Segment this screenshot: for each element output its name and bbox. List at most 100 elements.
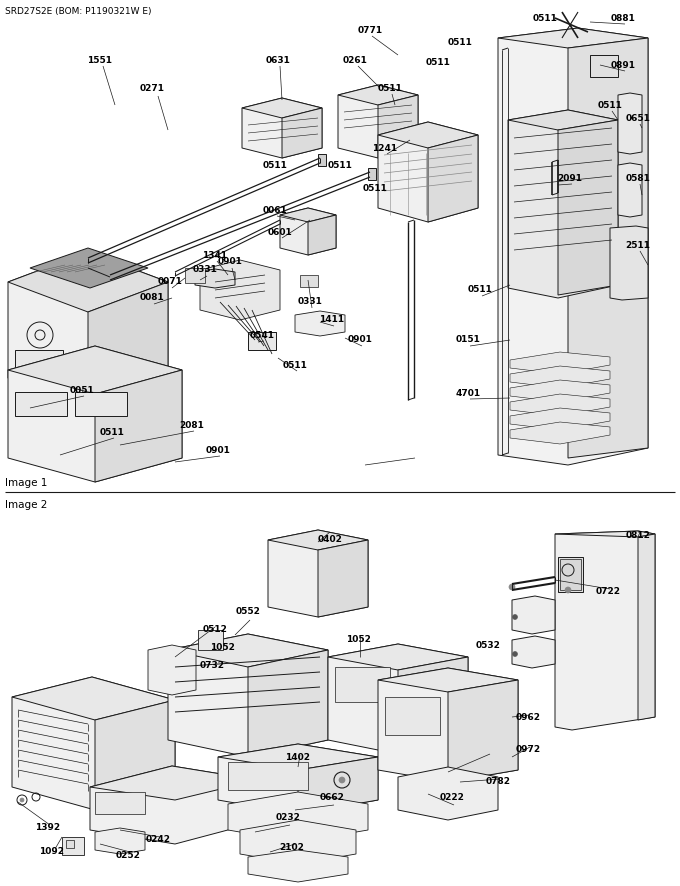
Bar — [590, 55, 618, 77]
Text: 0511: 0511 — [426, 58, 450, 66]
Text: 0771: 0771 — [358, 26, 383, 35]
Bar — [15, 392, 67, 416]
Text: 1092: 1092 — [39, 848, 65, 857]
Text: 2081: 2081 — [180, 421, 205, 430]
Text: 0511: 0511 — [262, 160, 288, 169]
Polygon shape — [618, 163, 642, 217]
Bar — [385, 697, 440, 735]
Bar — [368, 168, 376, 180]
Polygon shape — [248, 850, 348, 882]
Polygon shape — [510, 366, 610, 388]
Polygon shape — [95, 700, 175, 810]
Polygon shape — [378, 122, 478, 148]
Bar — [558, 557, 583, 592]
Polygon shape — [8, 346, 182, 394]
Bar — [62, 837, 84, 855]
Bar — [228, 762, 308, 790]
Polygon shape — [318, 540, 368, 617]
Polygon shape — [248, 650, 328, 757]
Text: 1052: 1052 — [345, 635, 371, 644]
Polygon shape — [568, 38, 648, 458]
Polygon shape — [338, 85, 418, 158]
Polygon shape — [295, 311, 345, 336]
Text: 0511: 0511 — [283, 361, 307, 369]
Text: 0601: 0601 — [268, 228, 292, 237]
Text: 0331: 0331 — [192, 266, 218, 275]
Text: 2511: 2511 — [626, 240, 651, 250]
Text: 0061: 0061 — [262, 206, 288, 214]
Text: 0581: 0581 — [626, 174, 651, 183]
Circle shape — [509, 584, 515, 590]
Circle shape — [339, 777, 345, 783]
Text: 0511: 0511 — [468, 285, 492, 294]
Text: 0901: 0901 — [218, 258, 243, 267]
Polygon shape — [378, 95, 418, 158]
Text: 1341: 1341 — [203, 251, 228, 260]
Polygon shape — [510, 394, 610, 416]
Polygon shape — [268, 530, 368, 550]
Text: 0242: 0242 — [146, 835, 171, 844]
Polygon shape — [280, 208, 336, 222]
Polygon shape — [90, 766, 258, 844]
Polygon shape — [308, 215, 336, 255]
Bar — [248, 332, 276, 350]
Text: 0511: 0511 — [532, 13, 558, 22]
Polygon shape — [555, 531, 655, 730]
Text: 0511: 0511 — [99, 428, 124, 437]
Polygon shape — [398, 657, 468, 754]
Text: 0881: 0881 — [611, 13, 635, 22]
Text: 0552: 0552 — [235, 608, 260, 617]
Bar — [185, 268, 205, 283]
Polygon shape — [512, 636, 555, 668]
Circle shape — [513, 615, 517, 619]
Polygon shape — [510, 422, 610, 444]
Text: SRD27S2E (BOM: P1190321W E): SRD27S2E (BOM: P1190321W E) — [5, 7, 152, 16]
Text: 2091: 2091 — [558, 174, 583, 183]
Circle shape — [513, 651, 517, 657]
Polygon shape — [8, 252, 168, 312]
Text: 0511: 0511 — [328, 160, 352, 169]
Polygon shape — [218, 744, 378, 770]
Text: 0261: 0261 — [343, 56, 367, 65]
Polygon shape — [510, 352, 610, 374]
Polygon shape — [95, 370, 182, 482]
Text: 1392: 1392 — [35, 823, 61, 833]
Polygon shape — [240, 820, 356, 864]
Polygon shape — [378, 122, 478, 222]
Text: 0511: 0511 — [598, 100, 622, 110]
Circle shape — [20, 798, 24, 802]
Polygon shape — [282, 108, 322, 158]
Polygon shape — [218, 744, 378, 814]
Polygon shape — [228, 792, 368, 842]
Text: 0631: 0631 — [266, 56, 290, 65]
Polygon shape — [378, 668, 518, 692]
Polygon shape — [12, 677, 175, 720]
Polygon shape — [88, 282, 168, 408]
Polygon shape — [298, 757, 378, 814]
Text: 0662: 0662 — [320, 794, 345, 803]
Text: 0051: 0051 — [69, 385, 95, 394]
Text: 0901: 0901 — [205, 446, 231, 455]
Bar — [66, 840, 74, 848]
Polygon shape — [242, 98, 322, 158]
Bar — [75, 392, 127, 416]
Polygon shape — [148, 645, 196, 695]
Text: 1411: 1411 — [320, 315, 345, 324]
Bar — [15, 350, 63, 368]
Polygon shape — [510, 380, 610, 402]
Polygon shape — [508, 110, 618, 298]
Polygon shape — [338, 85, 418, 105]
Polygon shape — [30, 248, 148, 288]
Polygon shape — [498, 28, 648, 465]
Text: 0232: 0232 — [275, 813, 301, 822]
Polygon shape — [195, 269, 235, 288]
Text: 0081: 0081 — [139, 293, 165, 302]
Polygon shape — [200, 260, 280, 320]
Text: 0962: 0962 — [515, 713, 541, 722]
Polygon shape — [448, 680, 518, 782]
Text: 0402: 0402 — [318, 535, 343, 545]
Polygon shape — [328, 644, 468, 754]
Polygon shape — [512, 596, 555, 634]
Text: 0722: 0722 — [596, 587, 620, 596]
Polygon shape — [610, 226, 648, 300]
